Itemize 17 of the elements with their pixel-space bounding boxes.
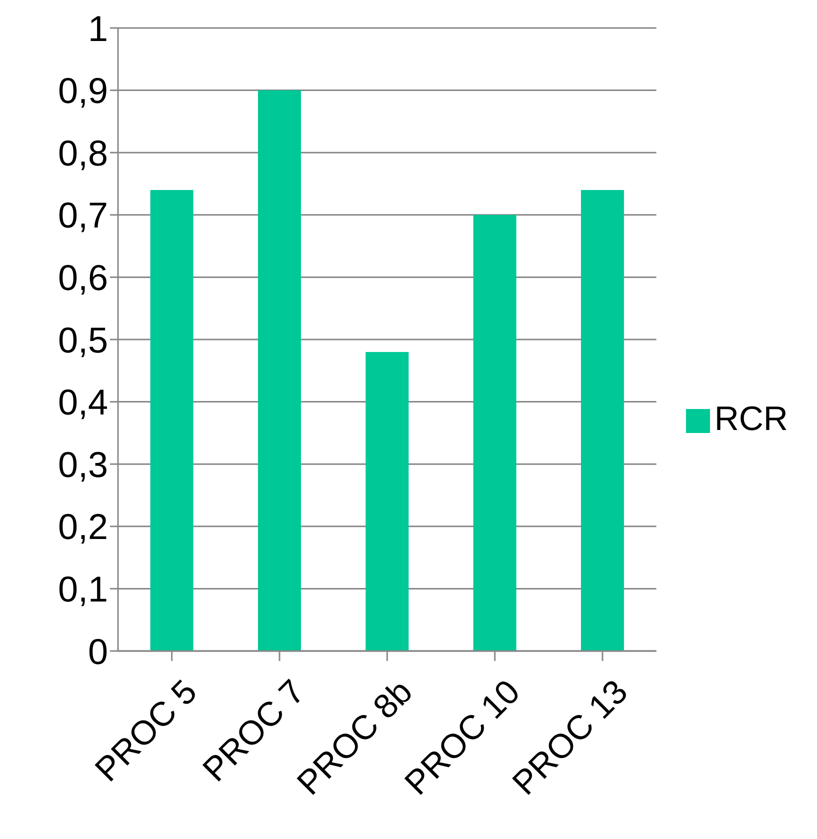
y-tick-label: 0,7 xyxy=(58,194,108,236)
bar xyxy=(473,214,516,651)
y-tick-label: 0,4 xyxy=(58,382,108,423)
bar xyxy=(580,190,624,651)
bar xyxy=(258,90,301,651)
y-tick-label: 0,1 xyxy=(58,568,108,610)
y-tick-label: 1 xyxy=(88,8,108,49)
y-tick-label: 0,8 xyxy=(58,132,108,174)
legend-label: RCR xyxy=(714,400,788,438)
y-tick-label: 0,5 xyxy=(58,319,108,360)
bar xyxy=(150,190,194,651)
bar xyxy=(366,352,409,651)
y-tick-label: 0 xyxy=(88,630,108,672)
y-tick-label: 0,6 xyxy=(58,256,108,298)
y-tick-label: 0,3 xyxy=(58,444,108,485)
y-tick-label: 0,2 xyxy=(58,506,108,548)
y-tick-label: 0,9 xyxy=(58,70,108,112)
